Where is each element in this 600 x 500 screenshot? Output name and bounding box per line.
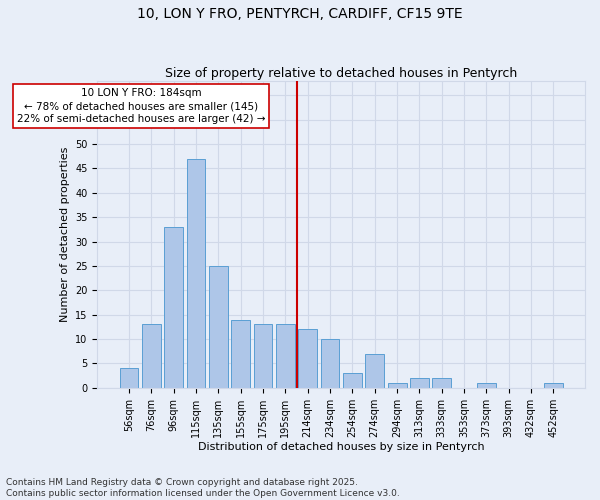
Bar [320,339,340,388]
Text: Contains HM Land Registry data © Crown copyright and database right 2025.
Contai: Contains HM Land Registry data © Crown c… [6,478,400,498]
Bar [276,324,295,388]
Bar [432,378,451,388]
Bar [119,368,139,388]
Bar [254,324,272,388]
Bar [209,266,228,388]
Bar [544,383,563,388]
Bar [187,158,205,388]
Bar [477,383,496,388]
Bar [365,354,384,388]
Text: 10 LON Y FRO: 184sqm
← 78% of detached houses are smaller (145)
22% of semi-deta: 10 LON Y FRO: 184sqm ← 78% of detached h… [17,88,266,124]
Bar [388,383,407,388]
Bar [298,330,317,388]
Bar [164,227,183,388]
Bar [343,373,362,388]
Bar [231,320,250,388]
Text: 10, LON Y FRO, PENTYRCH, CARDIFF, CF15 9TE: 10, LON Y FRO, PENTYRCH, CARDIFF, CF15 9… [137,8,463,22]
Bar [410,378,429,388]
Title: Size of property relative to detached houses in Pentyrch: Size of property relative to detached ho… [165,66,517,80]
Y-axis label: Number of detached properties: Number of detached properties [59,146,70,322]
X-axis label: Distribution of detached houses by size in Pentyrch: Distribution of detached houses by size … [198,442,484,452]
Bar [142,324,161,388]
